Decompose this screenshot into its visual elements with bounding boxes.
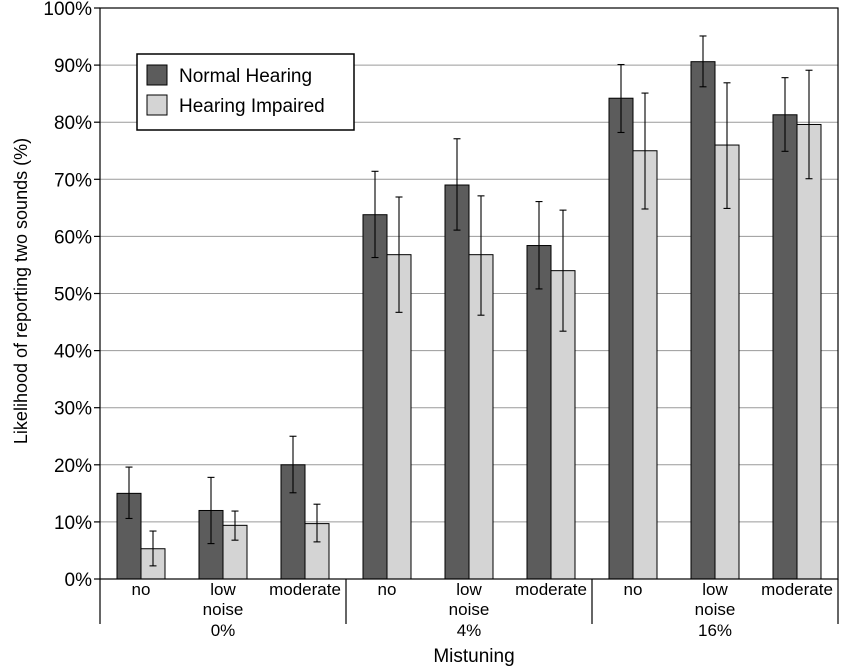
bar: [526, 245, 552, 580]
x-category-label: no: [624, 580, 643, 599]
y-tick-label: 80%: [54, 113, 92, 134]
bars: [116, 61, 822, 580]
x-category-label: noise: [449, 600, 490, 619]
x-category-label: no: [378, 580, 397, 599]
bar: [362, 214, 388, 580]
legend-label-hearing-impaired: Hearing Impaired: [179, 96, 325, 117]
bar: [632, 150, 658, 580]
bar: [608, 97, 634, 580]
y-tick-label: 90%: [54, 56, 92, 77]
bar: [280, 464, 306, 580]
bar: [222, 524, 248, 580]
y-tick-label: 30%: [54, 399, 92, 420]
legend: Normal Hearing Hearing Impaired: [136, 53, 355, 131]
x-group-label: 4%: [457, 621, 482, 640]
y-axis-label: Likelihood of reporting two sounds (%): [11, 138, 31, 444]
x-category-label: moderate: [269, 580, 341, 599]
y-tick-label: 40%: [54, 342, 92, 363]
y-tick-label: 60%: [54, 227, 92, 248]
y-tick-label: 20%: [54, 456, 92, 477]
legend-box: [136, 53, 355, 131]
x-category-label: low: [702, 580, 728, 599]
legend-label-normal-hearing: Normal Hearing: [179, 66, 312, 87]
x-category-label: moderate: [515, 580, 587, 599]
y-axis-ticks: 0% 10% 20% 30% 40% 50% 60% 70% 80% 90% 100%: [43, 0, 100, 591]
legend-swatch-hearing-impaired: [146, 94, 168, 116]
x-category-label: low: [456, 580, 482, 599]
bar: [796, 123, 822, 580]
y-tick-label: 0%: [65, 570, 93, 591]
y-tick-label: 100%: [43, 0, 92, 20]
x-category-label: low: [210, 580, 236, 599]
error-bars: [125, 35, 813, 567]
y-tick-label: 50%: [54, 285, 92, 306]
plot-frame: [99, 7, 839, 580]
legend-swatch-normal-hearing: [146, 64, 168, 86]
x-category-label: noise: [695, 600, 736, 619]
bar: [444, 184, 470, 580]
x-axis-label: Mistuning: [433, 646, 514, 667]
y-tick-label: 70%: [54, 170, 92, 191]
x-group-label: 16%: [698, 621, 732, 640]
x-category-label: no: [132, 580, 151, 599]
bar: [772, 114, 798, 580]
x-category-label: moderate: [761, 580, 833, 599]
y-tick-label: 10%: [54, 513, 92, 534]
bar: [690, 61, 716, 580]
x-category-label: noise: [203, 600, 244, 619]
bar: [714, 144, 740, 580]
x-group-label: 0%: [211, 621, 236, 640]
